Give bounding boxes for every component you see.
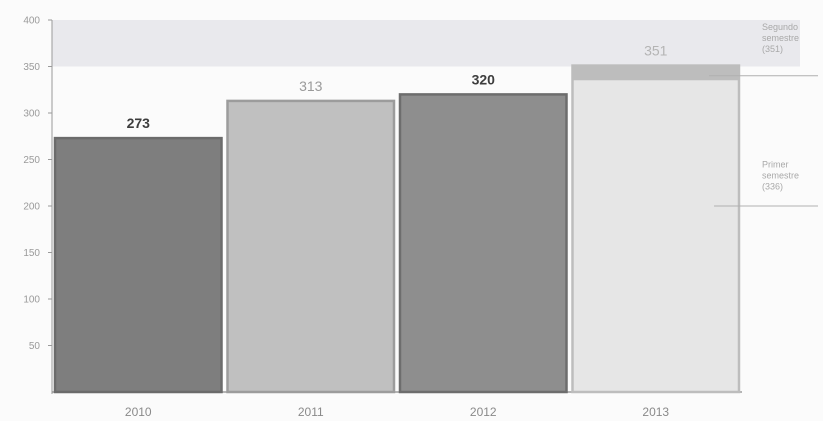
annotation-text: semestre bbox=[762, 33, 799, 43]
y-tick-label: 250 bbox=[23, 155, 40, 166]
category-label: 2010 bbox=[125, 405, 152, 419]
bar-2012 bbox=[398, 93, 568, 394]
bar-2010 bbox=[53, 136, 223, 394]
bar-2011 bbox=[226, 99, 396, 394]
value-label: 313 bbox=[299, 78, 323, 94]
value-label: 351 bbox=[644, 43, 668, 59]
category-label: 2013 bbox=[642, 405, 669, 419]
y-tick-label: 400 bbox=[23, 16, 40, 27]
annotation-text: semestre bbox=[762, 171, 799, 181]
y-tick-label: 100 bbox=[23, 295, 40, 306]
value-label: 320 bbox=[472, 71, 496, 87]
y-tick-label: 200 bbox=[23, 202, 40, 213]
annotation-text: Segundo bbox=[762, 22, 798, 32]
category-label: 2012 bbox=[470, 405, 497, 419]
annotation-text: (336) bbox=[762, 182, 783, 192]
category-label: 2011 bbox=[298, 405, 324, 419]
highlight-band bbox=[52, 20, 800, 67]
value-label: 273 bbox=[127, 115, 151, 131]
bar-2013 bbox=[571, 64, 741, 394]
y-tick-label: 350 bbox=[23, 62, 40, 73]
y-tick-label: 300 bbox=[23, 109, 40, 120]
bar-segment-2013 bbox=[571, 64, 740, 81]
annotation-text: Primer bbox=[762, 160, 789, 170]
y-tick-label: 150 bbox=[23, 248, 40, 259]
annotation-text: (351) bbox=[762, 44, 783, 54]
y-tick-label: 50 bbox=[29, 341, 41, 352]
